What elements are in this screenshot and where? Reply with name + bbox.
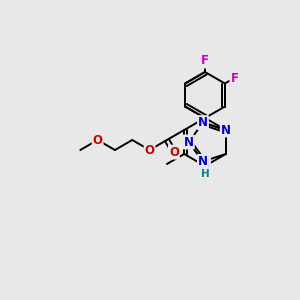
Text: N: N xyxy=(221,124,231,136)
Text: O: O xyxy=(145,143,154,157)
Text: O: O xyxy=(169,146,179,159)
Text: F: F xyxy=(201,55,209,68)
Text: F: F xyxy=(230,71,238,85)
Text: H: H xyxy=(201,169,209,179)
Text: N: N xyxy=(198,116,208,129)
Text: N: N xyxy=(198,155,208,168)
Text: N: N xyxy=(184,136,194,148)
Text: O: O xyxy=(93,134,103,146)
Text: N: N xyxy=(200,158,210,172)
